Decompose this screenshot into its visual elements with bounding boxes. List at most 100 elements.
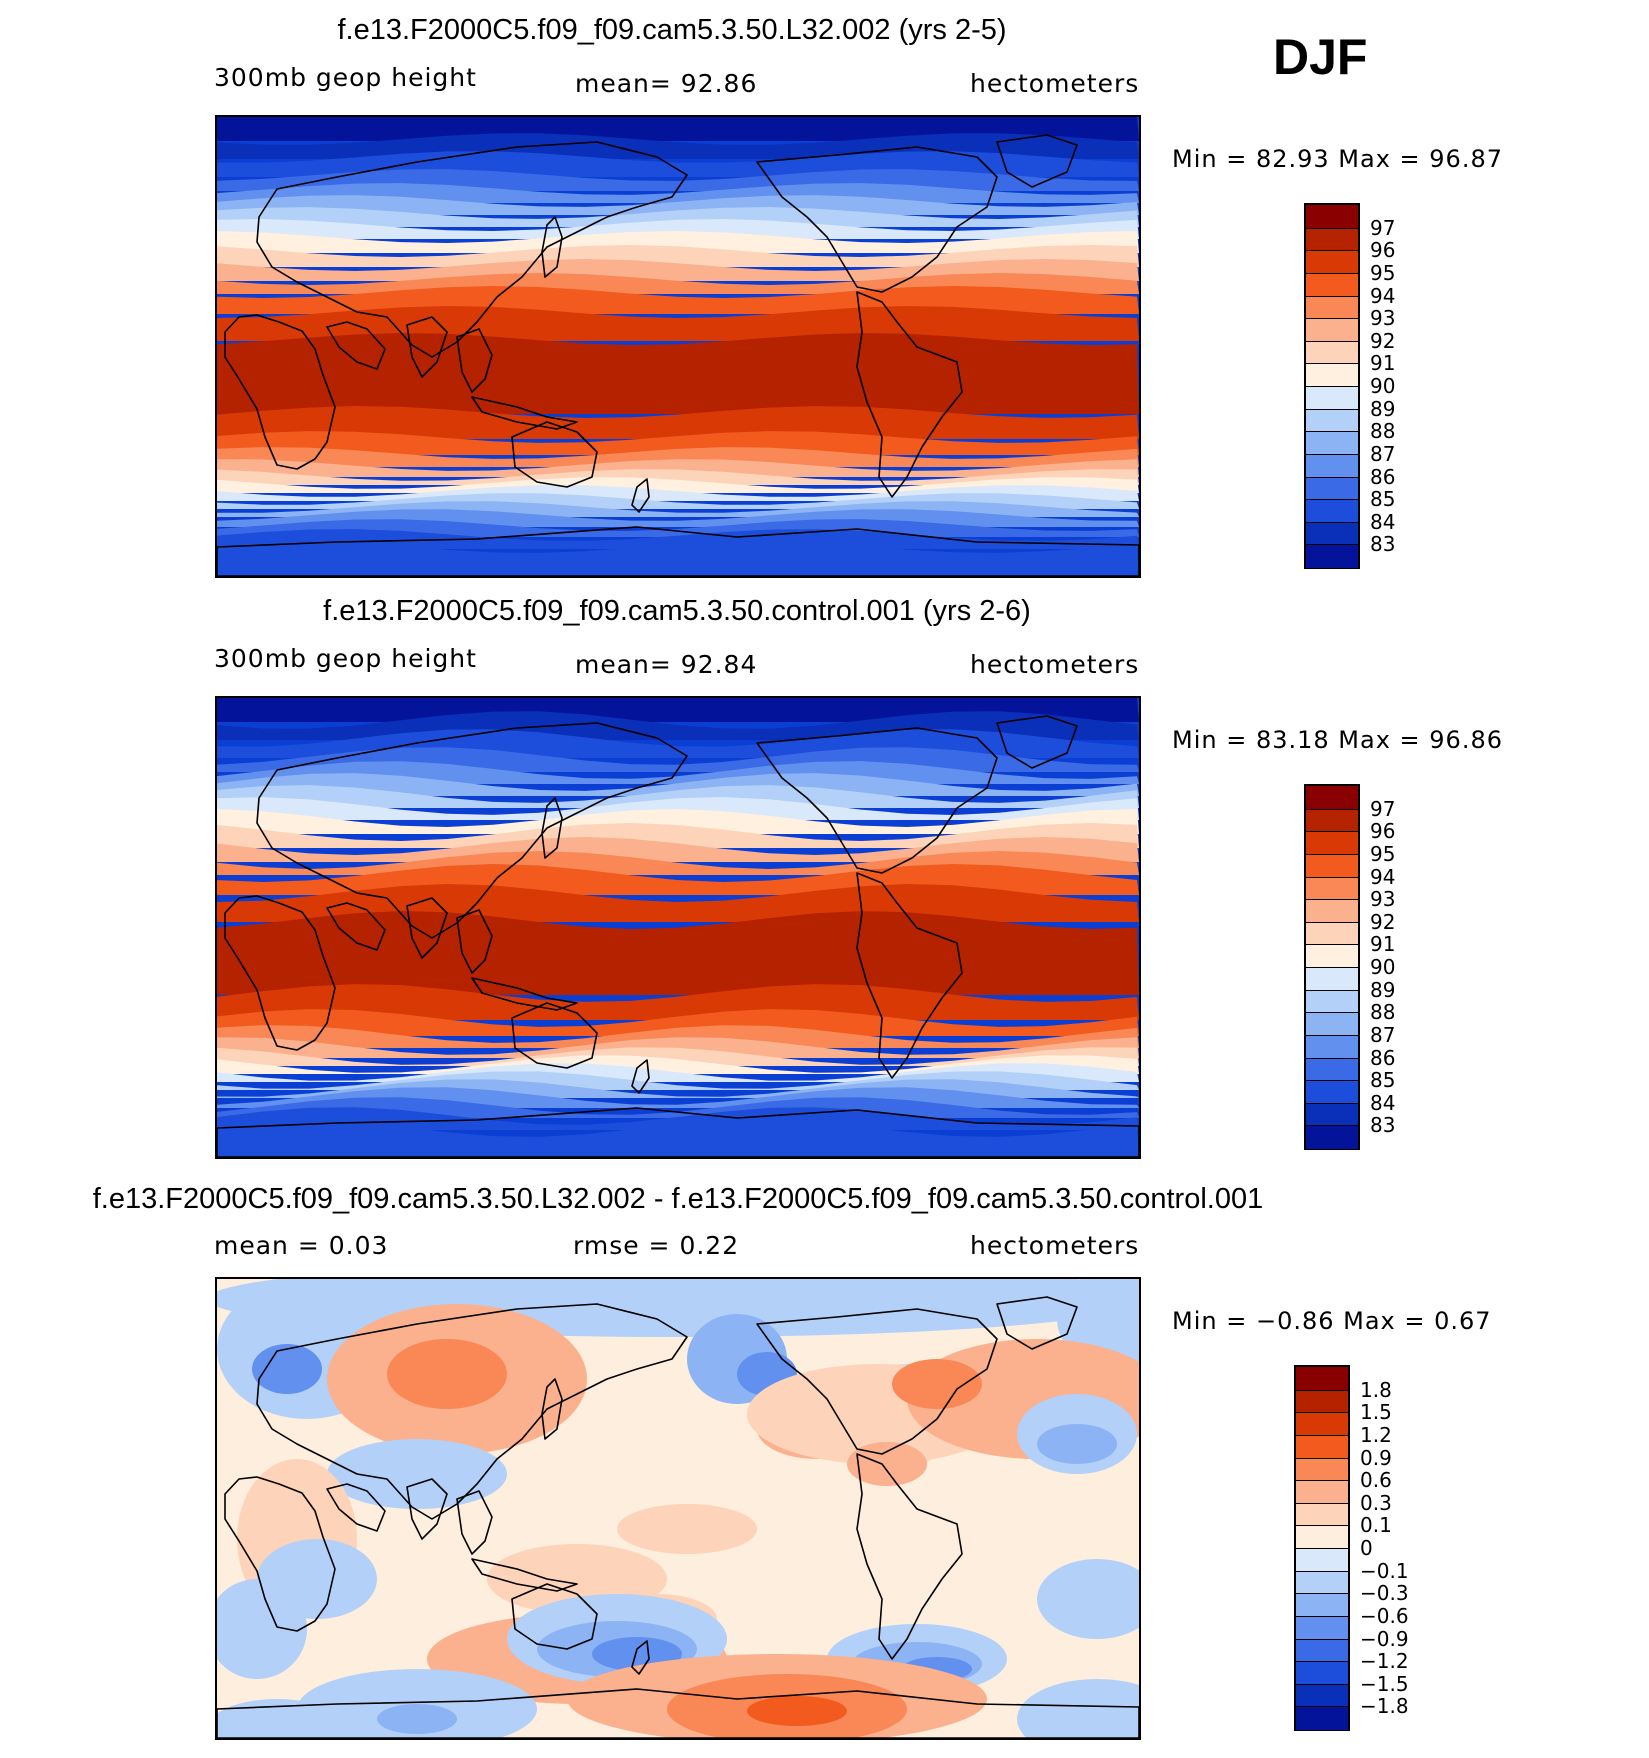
colorbar-tick-label: 92	[1370, 328, 1396, 353]
panel-diff-map-svg	[217, 1279, 1139, 1738]
colorbar-tick-label: 84	[1370, 509, 1396, 534]
coastline	[631, 1640, 650, 1675]
panel-diff-minmax: Min = −0.86 Max = 0.67	[1172, 1307, 1492, 1335]
contour-band	[217, 469, 1139, 485]
contour-band	[217, 1025, 1139, 1048]
colorbar-tick-label: 90	[1370, 374, 1396, 398]
colorbar-swatch	[1306, 1012, 1358, 1036]
colorbar-swatch	[1296, 1683, 1348, 1708]
contour-band	[217, 431, 1139, 455]
panel-control-mean: mean= 92.84	[575, 650, 758, 679]
colorbar-tick-label: 96	[1370, 238, 1396, 263]
colorbar-tick-label: 95	[1370, 260, 1396, 285]
colorbar-swatch	[1296, 1389, 1348, 1414]
colorbar-swatch	[1306, 453, 1358, 478]
colorbar-tick-label: 1.8	[1360, 1377, 1392, 1402]
coastline	[996, 134, 1078, 188]
contour-band	[217, 911, 1139, 995]
colorbar-tick-label: 0.6	[1360, 1468, 1392, 1493]
colorbar-swatch	[1306, 521, 1358, 546]
colorbar-swatch	[1306, 831, 1358, 855]
colorbar-swatch	[1306, 272, 1358, 297]
coastline	[326, 1483, 386, 1532]
colorbar-swatch	[1296, 1457, 1348, 1482]
panel-case-map	[215, 115, 1141, 578]
contour-band	[217, 823, 1139, 848]
contour-band	[217, 1097, 1139, 1118]
colorbar-tick-label: −0.9	[1360, 1626, 1409, 1651]
panel-diff-title: f.e13.F2000C5.f09_f09.cam5.3.50.L32.002 …	[92, 1183, 1264, 1215]
coastline	[541, 216, 563, 278]
colorbar-tick-label: 88	[1370, 419, 1396, 444]
contour-band	[217, 259, 1139, 281]
panel-control-title: f.e13.F2000C5.f09_f09.cam5.3.50.control.…	[323, 595, 1031, 627]
panel-control-map	[215, 696, 1141, 1159]
coastline	[224, 1476, 336, 1632]
panel-diff-units: hectometers	[970, 1231, 1140, 1260]
colorbar-swatch	[1306, 250, 1358, 274]
contour-band	[217, 761, 1139, 784]
colorbar-swatch	[1306, 295, 1358, 320]
colorbar-tick-label: −1.2	[1360, 1649, 1409, 1674]
coastline	[471, 396, 578, 430]
colorbar-swatch	[1306, 227, 1358, 252]
coastline	[224, 314, 336, 470]
panel-case-left-label: 300mb geop height	[214, 63, 477, 92]
colorbar-tick-label: 0.1	[1360, 1513, 1392, 1538]
colorbar-tick-label: 91	[1370, 932, 1396, 957]
colorbar-tick-label: 96	[1370, 819, 1396, 844]
colorbar-swatch	[1306, 476, 1358, 501]
contour-band	[217, 245, 1139, 267]
colorbar-tick-label: 1.5	[1360, 1400, 1392, 1425]
colorbar-swatch	[1306, 921, 1358, 946]
coastlines	[217, 134, 1139, 576]
colorbar-swatch	[1306, 499, 1358, 523]
coastline	[456, 1490, 493, 1555]
contour-blob	[327, 1439, 507, 1509]
coastline	[511, 1583, 598, 1650]
coastline	[326, 902, 386, 951]
contour-band	[217, 1055, 1139, 1074]
colorbar-tick-label: 95	[1370, 841, 1396, 866]
colorbar-tick-label: 85	[1370, 487, 1396, 512]
contour-band	[217, 477, 1139, 493]
colorbar-tick-label: 87	[1370, 441, 1396, 466]
coastline	[541, 1378, 563, 1440]
colorbar-swatch	[1296, 1661, 1348, 1685]
panel-control-left-label: 300mb geop height	[214, 644, 477, 673]
colorbar-tick-label: 86	[1370, 464, 1396, 489]
contour-band	[217, 529, 1139, 549]
contour-band	[217, 797, 1139, 820]
contour-blob	[1037, 1424, 1117, 1464]
colorbar-tick-label: 86	[1370, 1045, 1396, 1070]
contour-band	[217, 1107, 1139, 1130]
coastline	[456, 909, 493, 974]
panel-case-mean: mean= 92.86	[575, 69, 758, 98]
filled-contours	[217, 1279, 1139, 1738]
filled-contours	[217, 117, 1139, 576]
colorbar-tick-label: 89	[1370, 977, 1396, 1002]
colorbar-tick-label: −0.1	[1360, 1558, 1409, 1583]
contour-blob	[892, 1359, 982, 1409]
colorbar-swatch	[1306, 1034, 1358, 1059]
colorbar-swatch	[1306, 1057, 1358, 1082]
coastline	[756, 1308, 998, 1455]
colorbar-swatch	[1306, 408, 1358, 433]
coastline	[256, 1303, 688, 1520]
colorbar-tick-label: 90	[1370, 955, 1396, 979]
contour-band	[217, 984, 1139, 1020]
colorbar-tick-label: 83	[1370, 1113, 1396, 1138]
colorbar-tick-label: 85	[1370, 1068, 1396, 1093]
contour-blob	[217, 1699, 347, 1738]
contour-band	[217, 1037, 1139, 1058]
coastline	[631, 478, 650, 513]
colorbar-swatch	[1296, 1593, 1348, 1617]
colorbar-swatch	[1296, 1706, 1348, 1730]
coastline	[256, 722, 688, 939]
contour-band	[217, 406, 1139, 439]
colorbar-swatch	[1306, 386, 1358, 410]
coastline	[631, 1059, 650, 1094]
colorbar-swatch	[1306, 544, 1358, 568]
coastline	[756, 146, 998, 293]
contour-blob	[297, 1669, 537, 1738]
